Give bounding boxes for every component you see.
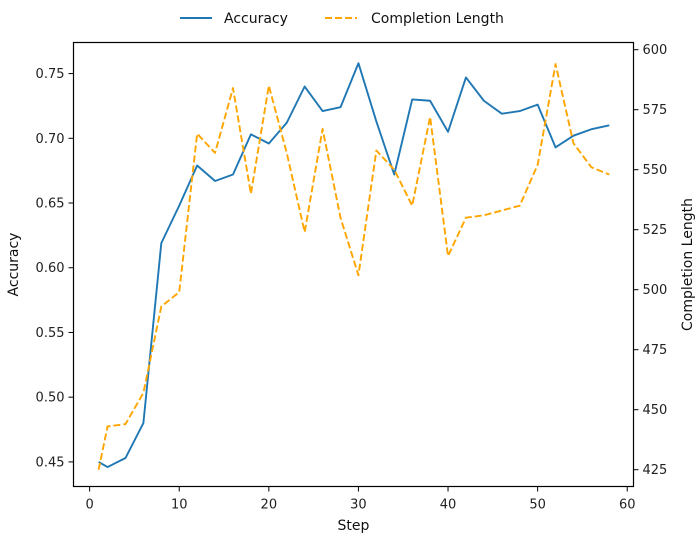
y2-tick-label: 550 xyxy=(643,163,668,178)
x-tick-label: 60 xyxy=(619,498,636,513)
y2-tick-label: 600 xyxy=(643,43,668,58)
y-tick-label: 0.45 xyxy=(36,455,65,470)
x-tick-label: 50 xyxy=(529,498,546,513)
axes: 0 10 20 30 40 50 60 0.45 0.50 0.55 0.60 0.65 0.70 0.7… xyxy=(6,41,696,534)
legend-label: Accuracy xyxy=(224,11,288,27)
x-tick-label: 30 xyxy=(350,498,367,513)
series-line-accuracy xyxy=(98,62,610,469)
y-tick-label: 0.55 xyxy=(36,326,65,341)
x-tick-label: 0 xyxy=(85,498,93,513)
y2-tick-label: 575 xyxy=(643,103,668,118)
y2-tick-label: 475 xyxy=(643,343,668,358)
y-tick-label: 0.75 xyxy=(36,67,65,82)
y2-axis-label: Completion Length xyxy=(680,198,696,331)
y2-tick-label: 525 xyxy=(643,223,668,238)
x-tick-label: 40 xyxy=(440,498,457,513)
y-tick-label: 0.70 xyxy=(36,132,65,147)
legend-label: Completion Length xyxy=(371,11,504,27)
legend: Accuracy Completion Length xyxy=(180,11,504,27)
y2-tick-label: 500 xyxy=(643,283,668,298)
x-tick-label: 20 xyxy=(261,498,278,513)
plot-frame xyxy=(72,41,635,488)
x-axis-label: Step xyxy=(338,518,370,534)
x-tick-label: 10 xyxy=(171,498,188,513)
series-line-completion-length xyxy=(97,63,610,470)
y-tick-label: 0.60 xyxy=(36,261,65,276)
plot-area xyxy=(97,62,610,470)
y2-tick-label: 425 xyxy=(643,463,668,478)
y-tick-label: 0.50 xyxy=(36,391,65,406)
y-tick-label: 0.65 xyxy=(36,197,65,212)
y2-tick-label: 450 xyxy=(643,403,668,418)
y-axis-label: Accuracy xyxy=(6,233,22,297)
